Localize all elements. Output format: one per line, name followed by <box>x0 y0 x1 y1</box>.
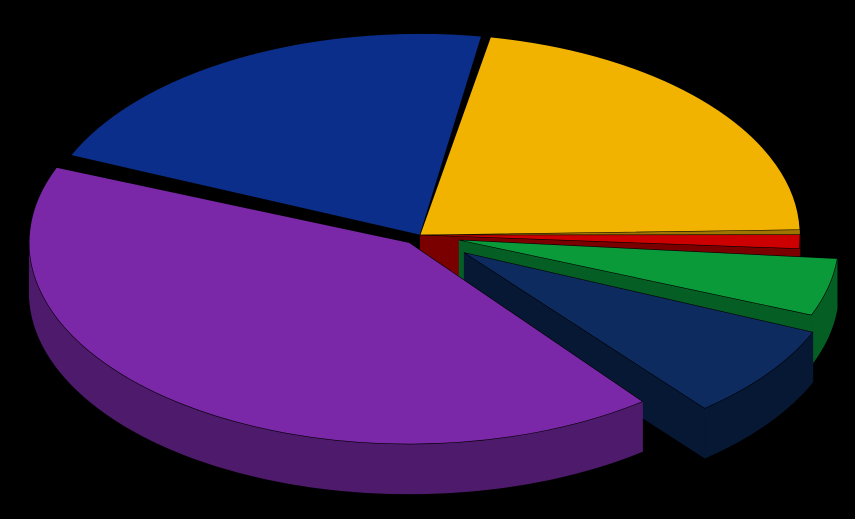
pie-slice-yellow <box>420 37 800 235</box>
pie-chart-3d <box>0 0 855 519</box>
